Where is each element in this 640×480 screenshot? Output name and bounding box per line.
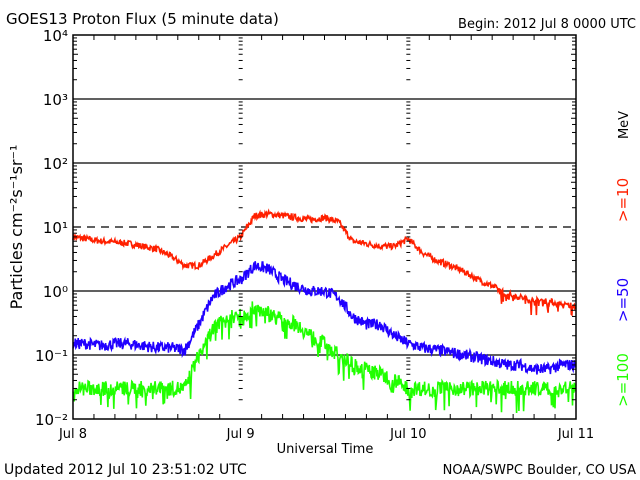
y-tick-label: 10⁴ bbox=[43, 27, 68, 45]
y-tick-label: 10¹ bbox=[43, 219, 68, 237]
y-tick-label: 10⁻² bbox=[35, 411, 68, 429]
y-tick-label: 10² bbox=[43, 155, 68, 173]
y-tick-label: 10³ bbox=[43, 91, 68, 109]
y-tick-label: 10⁰ bbox=[43, 283, 68, 301]
begin-time: Begin: 2012 Jul 8 0000 UTC bbox=[458, 17, 636, 32]
legend-label: >=50 bbox=[614, 278, 632, 322]
updated-time: Updated 2012 Jul 10 23:51:02 UTC bbox=[4, 462, 247, 478]
y-tick-label: 10⁻¹ bbox=[35, 347, 68, 365]
x-tick-label: Jul 10 bbox=[389, 427, 426, 442]
axis-ticks bbox=[73, 35, 576, 419]
legend-label: >=10 bbox=[614, 178, 632, 222]
series-line-3 bbox=[72, 301, 577, 414]
credit: NOAA/SWPC Boulder, CO USA bbox=[443, 463, 636, 478]
grid-lines bbox=[73, 98, 576, 356]
x-tick-label: Jul 11 bbox=[557, 427, 594, 442]
x-axis-label: Universal Time bbox=[277, 442, 374, 457]
series-lines bbox=[72, 208, 577, 414]
series-line-2 bbox=[72, 261, 577, 375]
series-line-1 bbox=[72, 208, 577, 317]
chart-title: GOES13 Proton Flux (5 minute data) bbox=[6, 10, 279, 28]
legend-label: >=100 bbox=[614, 353, 632, 407]
legend-unit: MeV bbox=[617, 111, 632, 139]
x-tick-label: Jul 8 bbox=[58, 427, 87, 442]
y-axis-label: Particles cm⁻²s⁻¹sr⁻¹ bbox=[7, 145, 26, 310]
x-tick-label: Jul 9 bbox=[226, 427, 255, 442]
